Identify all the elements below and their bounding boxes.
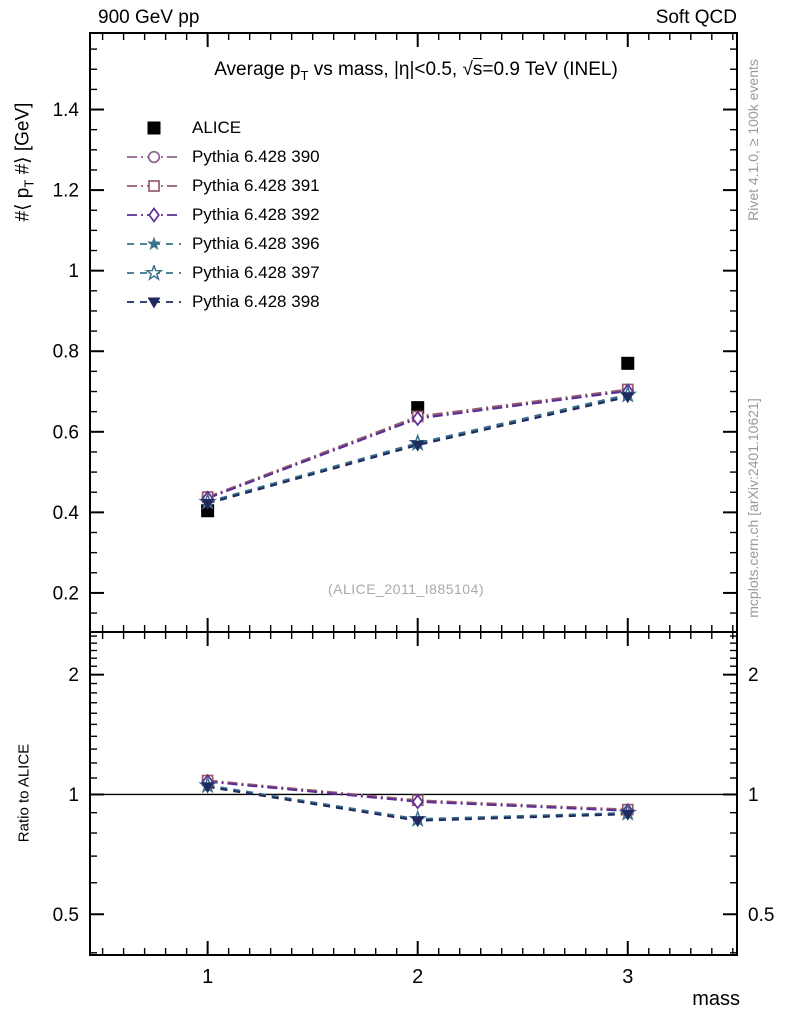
ratio-ytick-label-left: 0.5 <box>53 905 79 926</box>
marker-diamond-open <box>148 206 160 223</box>
panel-frame <box>89 631 738 956</box>
marker-diamond-open <box>411 410 424 427</box>
marker-triangle-down-filled <box>201 782 215 794</box>
legend-sample-star-open <box>127 264 181 281</box>
x-axis-title: mass <box>692 988 740 1010</box>
main-ytick-label: 1.4 <box>53 100 80 121</box>
marker-square-filled <box>147 121 161 134</box>
legend-item: Pythia 6.428 398 <box>126 287 320 316</box>
title-text-2: vs mass, |η|<0.5, <box>308 59 463 80</box>
plot-title: Average pT vs mass, |η|<0.5, √s=0.9 TeV … <box>214 59 618 83</box>
marker-triangle-down-filled <box>411 816 425 828</box>
legend-sample-circle-open <box>127 150 181 163</box>
xtick-label: 2 <box>412 966 423 988</box>
xtick-label: 1 <box>202 966 213 988</box>
main-ytick-label: 0.6 <box>53 422 79 443</box>
legend-sample-star-filled <box>127 236 181 250</box>
marker-diamond-open <box>411 793 424 810</box>
marker-star-filled <box>146 236 162 250</box>
legend-label: Pythia 6.428 392 <box>192 204 320 224</box>
legend-item: Pythia 6.428 396 <box>126 229 320 258</box>
legend-sample-square-open <box>127 179 181 192</box>
main-ytick-label: 0.2 <box>53 583 79 604</box>
main-y-axis-title: #⟨ pT #⟩ [GeV] <box>12 103 37 222</box>
legend-label: ALICE <box>192 117 242 137</box>
legend-sample-square-filled <box>147 121 161 134</box>
title-text-3: =0.9 TeV (INEL) <box>482 59 618 80</box>
title-sqrt-s: s <box>472 59 483 80</box>
process-group-label: Soft QCD <box>655 7 737 28</box>
legend-item: ALICE <box>126 113 320 142</box>
legend-item: Pythia 6.428 397 <box>126 258 320 287</box>
main-ytick-label: 0.4 <box>53 503 80 524</box>
ratio-y-axis-title: Ratio to ALICE <box>15 743 33 843</box>
xtick-label: 3 <box>622 966 633 988</box>
beam-label: 900 GeV pp <box>98 7 200 28</box>
frames <box>89 32 738 956</box>
legend-label: Pythia 6.428 396 <box>192 233 320 253</box>
legend-label: Pythia 6.428 398 <box>192 291 320 311</box>
ratio-ytick-label-right: 1 <box>748 785 759 806</box>
ratio-ytick-label-left: 2 <box>68 665 79 686</box>
marker-triangle-down-filled <box>411 440 425 452</box>
title-subscript: T <box>300 68 309 83</box>
ratio-ytick-label-right: 0.5 <box>748 905 774 926</box>
main-ytick-label: 1.2 <box>53 181 79 202</box>
marker-triangle-down-filled <box>201 498 215 510</box>
marker-triangle-down-filled <box>621 392 635 404</box>
ylabel-text-2: #⟩ [GeV] <box>12 102 34 180</box>
legend-item: Pythia 6.428 391 <box>126 171 320 200</box>
rivet-version-note: Rivet 4.1.0, ≥ 100k events <box>745 59 761 221</box>
marker-star-open <box>144 264 164 281</box>
marker-square-filled <box>621 356 635 370</box>
legend-sample-diamond-open <box>127 206 181 223</box>
legend-sample-triangle-down-filled <box>127 297 181 308</box>
main-ytick-label: 0.8 <box>53 342 79 363</box>
ylabel-text-1: #⟨ p <box>12 187 34 222</box>
title-sqrt-sign: √ <box>462 59 473 80</box>
axis-ticks <box>91 34 736 954</box>
analysis-watermark: (ALICE_2011_I885104) <box>327 581 485 597</box>
ylabel-subscript: T <box>21 179 37 188</box>
legend-label: Pythia 6.428 391 <box>192 175 320 195</box>
marker-triangle-down-filled <box>621 809 635 821</box>
title-text-1: Average p <box>214 59 301 80</box>
mcplots-arxiv-note: mcplots.cern.ch [arXiv:2401.10621] <box>745 398 761 618</box>
ratio-ytick-label-left: 1 <box>68 785 79 806</box>
tick-labels: 0.2 0.4 0.6 0.8 1 1.2 1.4 0.5 0.5 1 1 2 2 1 2 3 <box>53 100 775 988</box>
legend-label: Pythia 6.428 390 <box>192 146 320 166</box>
legend-label: Pythia 6.428 397 <box>192 262 320 282</box>
marker-circle-open <box>147 150 161 163</box>
legend: ALICE Pythia 6.428 390 Pythia 6.428 391 Pyt… <box>126 113 320 316</box>
main-ytick-label: 1 <box>68 261 79 282</box>
marker-square-open <box>148 179 160 192</box>
marker-triangle-down-filled <box>147 297 161 308</box>
legend-item: Pythia 6.428 392 <box>126 200 320 229</box>
legend-item: Pythia 6.428 390 <box>126 142 320 171</box>
ratio-ytick-label-right: 2 <box>748 665 759 686</box>
data-series <box>90 356 737 828</box>
